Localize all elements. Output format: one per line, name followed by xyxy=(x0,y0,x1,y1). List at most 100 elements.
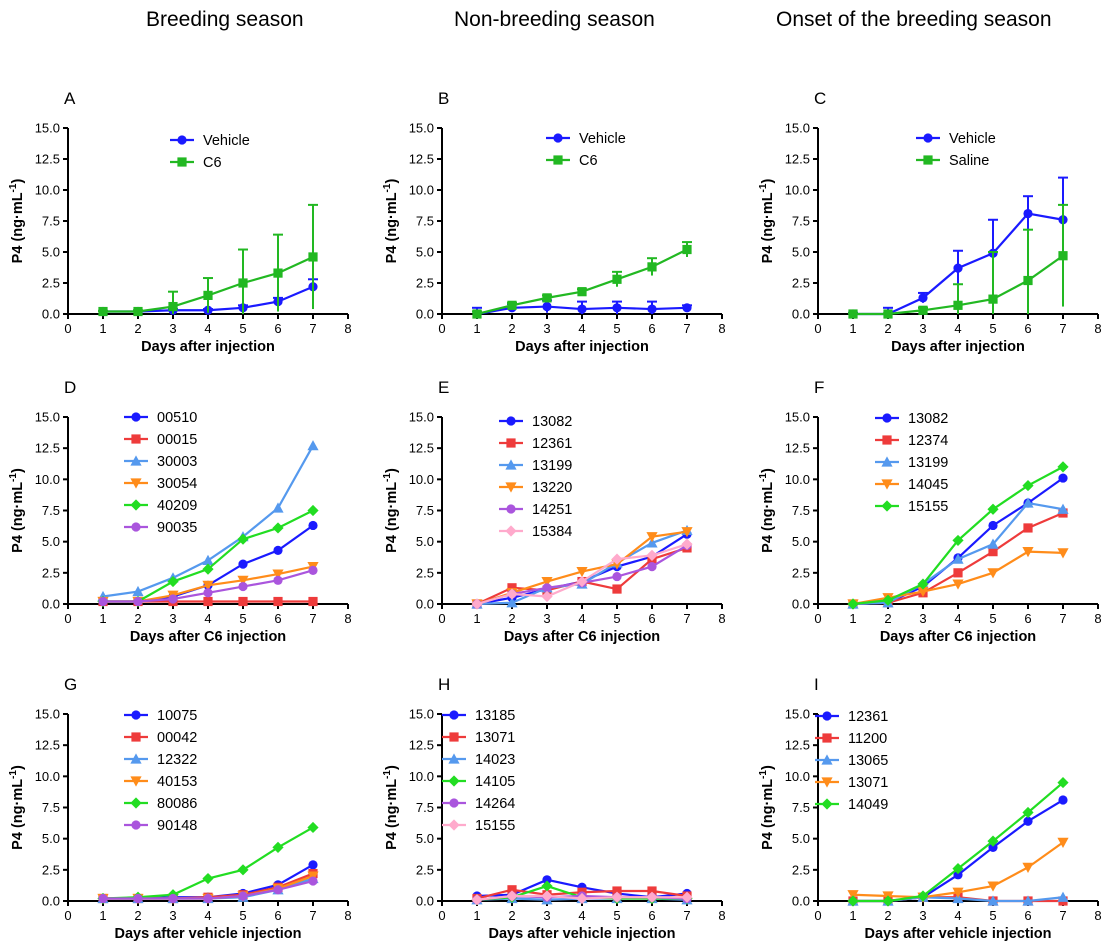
x-tick-label: 2 xyxy=(508,908,515,923)
panel-letter: B xyxy=(438,89,449,108)
data-point xyxy=(988,520,998,531)
panel-letter: E xyxy=(438,378,449,397)
y-axis-title-main: P4 (ng·mL xyxy=(384,779,400,850)
data-point xyxy=(506,597,518,608)
data-point xyxy=(238,891,248,901)
legend-entry: 40153 xyxy=(124,774,197,790)
y-tick-label: 12.5 xyxy=(409,441,434,456)
y-tick-label: 10.0 xyxy=(35,769,60,784)
legend-marker xyxy=(821,777,833,788)
data-point xyxy=(507,300,517,310)
data-point xyxy=(847,895,859,907)
panel-letter: G xyxy=(64,675,77,694)
y-tick-label: 2.5 xyxy=(416,862,434,877)
data-point xyxy=(682,303,692,313)
legend-marker xyxy=(130,499,142,511)
legend-label: 12374 xyxy=(908,433,948,449)
legend-label: 15155 xyxy=(475,818,515,834)
legend-marker xyxy=(553,155,563,165)
data-point xyxy=(272,841,284,853)
legend-entry: 30054 xyxy=(124,476,197,492)
data-point xyxy=(1023,208,1033,219)
data-point xyxy=(132,585,144,597)
legend-label: 10075 xyxy=(157,708,197,724)
data-point xyxy=(202,872,214,885)
x-tick-label: 0 xyxy=(64,321,71,336)
data-point xyxy=(1057,776,1069,789)
legend-label: Vehicle xyxy=(579,131,626,147)
data-point xyxy=(917,890,929,902)
x-tick-label: 5 xyxy=(239,908,246,923)
y-axis-title-end: ) xyxy=(384,468,400,473)
y-axis-title: P4 (ng·mL-1) xyxy=(382,179,400,264)
y-tick-label: 2.5 xyxy=(792,276,810,291)
data-point xyxy=(577,287,587,297)
x-tick-label: 8 xyxy=(718,321,725,336)
data-point xyxy=(952,887,964,898)
x-tick-label: 1 xyxy=(99,321,106,336)
legend-marker xyxy=(881,479,893,490)
data-point xyxy=(987,538,999,549)
data-point xyxy=(646,537,658,548)
data-point xyxy=(1058,795,1068,805)
data-point xyxy=(1022,547,1034,558)
data-point xyxy=(612,303,622,313)
data-point xyxy=(471,598,483,610)
y-tick-label: 2.5 xyxy=(416,565,434,580)
x-tick-label: 7 xyxy=(309,321,316,336)
series-13199 xyxy=(847,497,1069,609)
y-tick-label: 0.0 xyxy=(416,597,434,612)
data-point xyxy=(238,278,248,288)
data-point xyxy=(272,569,284,580)
series-90035 xyxy=(98,565,318,607)
data-point xyxy=(612,886,622,896)
legend-label: 12361 xyxy=(848,709,888,725)
x-axis-title: Days after vehicle injection xyxy=(115,926,302,942)
x-tick-label: 5 xyxy=(613,908,620,923)
x-tick-label: 6 xyxy=(1024,908,1031,923)
legend-marker xyxy=(131,412,141,422)
y-axis-title: P4 (ng·mL-1) xyxy=(758,468,776,553)
legend-marker xyxy=(506,416,516,426)
legend-marker xyxy=(131,732,141,742)
legend-marker xyxy=(130,478,142,489)
data-point xyxy=(647,886,657,896)
y-tick-label: 7.5 xyxy=(42,503,60,518)
legend-marker xyxy=(822,711,832,721)
legend-marker xyxy=(505,459,517,470)
x-tick-label: 3 xyxy=(919,321,926,336)
x-tick-label: 5 xyxy=(989,321,996,336)
y-tick-label: 12.5 xyxy=(35,738,60,753)
data-point xyxy=(133,306,143,317)
x-tick-label: 0 xyxy=(64,611,71,626)
legend-entry: 15155 xyxy=(875,499,948,515)
y-tick-label: 2.5 xyxy=(42,276,60,291)
y-axis-title-end: ) xyxy=(10,765,26,770)
x-tick-label: 7 xyxy=(683,611,690,626)
x-tick-label: 8 xyxy=(1094,321,1101,336)
data-point xyxy=(612,584,622,594)
y-tick-label: 12.5 xyxy=(785,441,810,456)
x-tick-label: 5 xyxy=(613,611,620,626)
y-tick-label: 15.0 xyxy=(409,410,434,425)
data-point xyxy=(308,252,318,262)
panel-f: F 0.0 2.5 5.0 7.5 10.0 12.5 15.0 0 1 2 3 4 5 6 7 8 Days a… xyxy=(758,378,1102,645)
y-tick-label: 7.5 xyxy=(416,800,434,815)
x-tick-label: 4 xyxy=(954,321,961,336)
data-point xyxy=(307,440,319,451)
series-line xyxy=(853,799,1064,903)
data-point xyxy=(542,875,552,885)
legend-marker xyxy=(506,504,516,514)
x-tick-label: 5 xyxy=(613,321,620,336)
data-point xyxy=(1022,479,1034,492)
x-tick-label: 1 xyxy=(473,321,480,336)
x-tick-label: 8 xyxy=(344,321,351,336)
x-tick-label: 4 xyxy=(204,611,211,626)
x-tick-label: 1 xyxy=(849,321,856,336)
legend-marker xyxy=(882,413,892,423)
legend-marker xyxy=(923,155,933,165)
x-tick-label: 6 xyxy=(274,908,281,923)
data-point xyxy=(202,580,214,591)
legend-entry: 12361 xyxy=(815,709,888,725)
